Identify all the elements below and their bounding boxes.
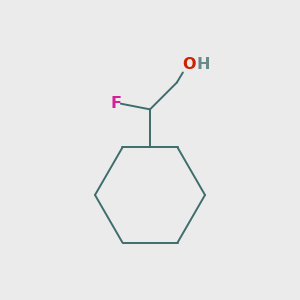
- Text: H: H: [196, 57, 210, 72]
- Text: F: F: [110, 96, 121, 111]
- Text: O: O: [182, 57, 196, 72]
